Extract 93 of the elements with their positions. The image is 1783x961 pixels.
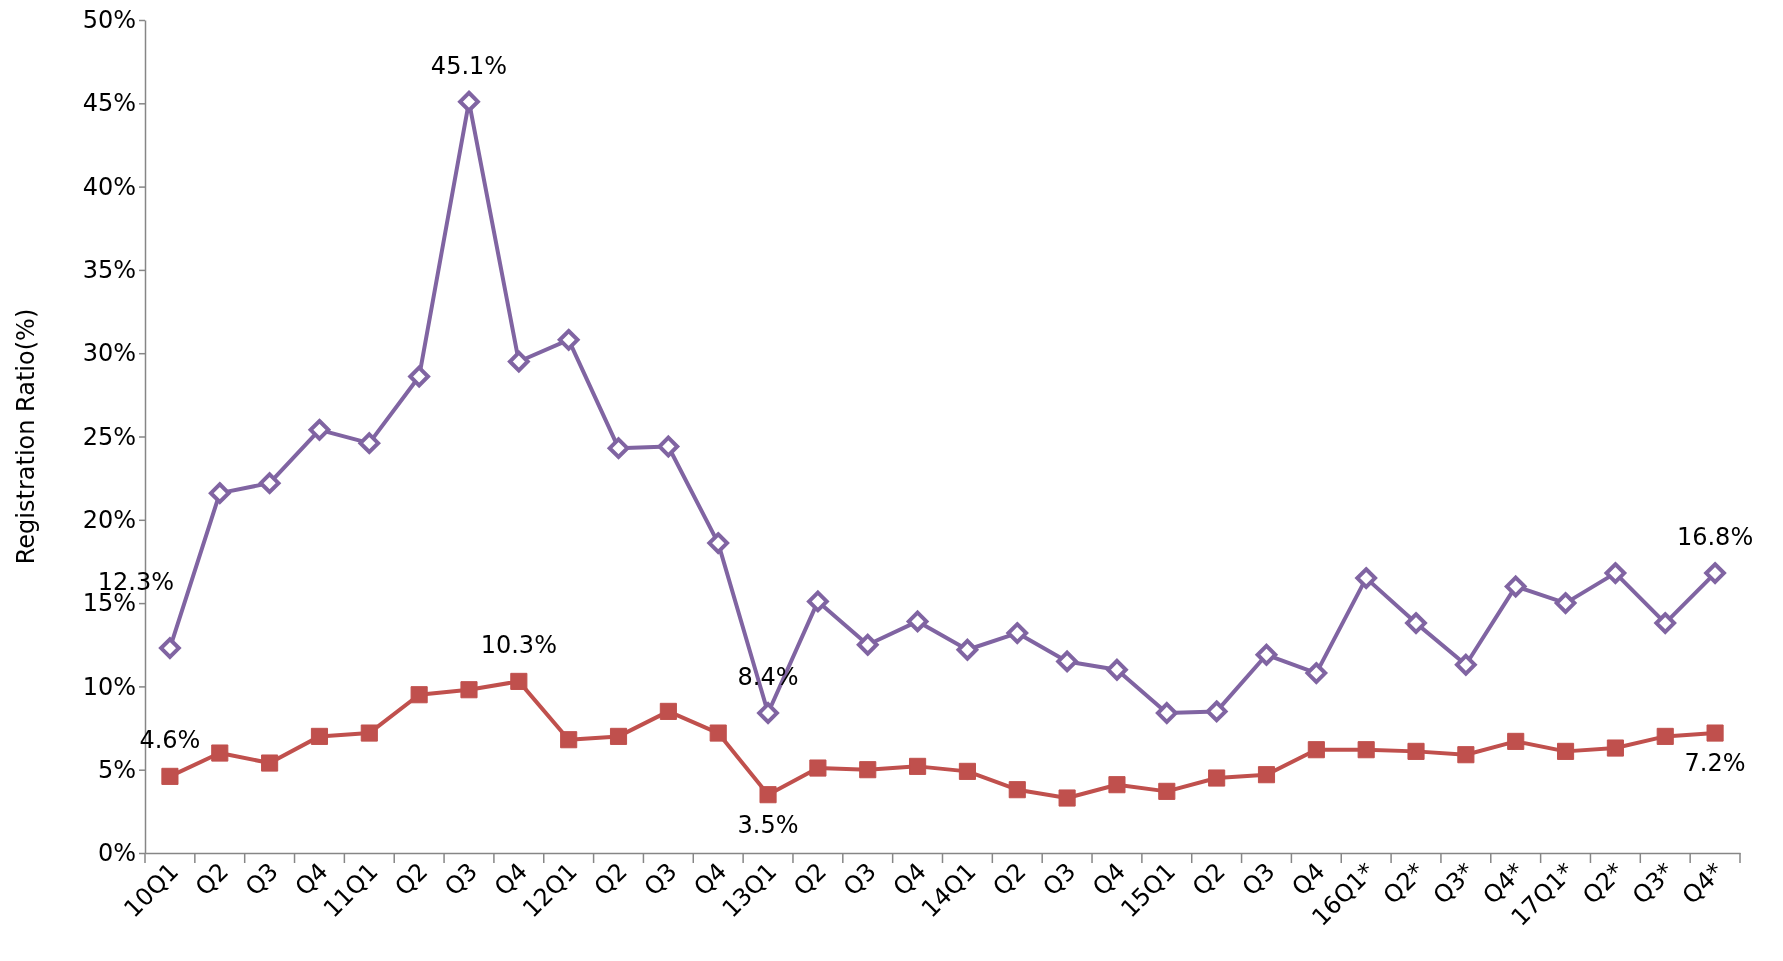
y-tick-label: 35%: [82, 256, 136, 285]
y-tick-label: 40%: [82, 172, 136, 201]
point: [1606, 739, 1624, 757]
x-tick-label: Q3: [1236, 857, 1281, 902]
point: [1108, 776, 1126, 794]
data-label: 4.6%: [139, 726, 201, 755]
point: [607, 437, 630, 460]
x-tick-label: Q2: [189, 857, 234, 902]
x-tick-label: Q3: [638, 857, 683, 902]
point: [1006, 622, 1029, 644]
point: [1008, 781, 1026, 799]
point: [1556, 742, 1575, 760]
point: [1205, 700, 1228, 723]
point: [458, 90, 480, 113]
point: [1706, 724, 1724, 742]
point: [358, 432, 381, 455]
data-label: 16.8%: [1676, 523, 1754, 552]
x-tick-label: Q2: [389, 857, 434, 902]
point: [956, 638, 979, 661]
point: [1106, 658, 1128, 681]
point: [1307, 741, 1325, 759]
data-label: 10.3%: [480, 631, 557, 660]
y-tick-label: 45%: [82, 89, 136, 118]
y-tick-label: 5%: [97, 755, 136, 784]
data-label: 45.1%: [430, 51, 508, 80]
point: [1407, 742, 1425, 760]
point: [659, 702, 677, 720]
point: [507, 350, 530, 373]
point: [856, 633, 879, 656]
point: [859, 761, 877, 779]
point: [1704, 562, 1726, 584]
y-tick-label: 50%: [82, 6, 136, 35]
point: [1455, 653, 1477, 676]
data-label: 7.2%: [1684, 749, 1746, 778]
point: [1457, 746, 1475, 764]
point: [1504, 575, 1527, 598]
y-axis-title: Registration Ratio(%): [12, 308, 40, 565]
point: [1656, 727, 1674, 745]
point: [159, 637, 181, 659]
point: [557, 329, 580, 351]
point: [759, 786, 777, 804]
point: [410, 686, 428, 704]
x-tick-label: Q3: [837, 857, 882, 902]
point: [1604, 562, 1627, 584]
point: [1257, 766, 1276, 784]
point: [1305, 662, 1328, 684]
point: [609, 727, 628, 745]
point: [460, 681, 478, 699]
point: [1255, 643, 1278, 666]
point: [211, 744, 229, 762]
x-tick-label: Q2: [788, 857, 833, 902]
point: [1355, 567, 1378, 589]
point: [408, 365, 430, 388]
point: [807, 590, 829, 613]
point: [809, 759, 827, 777]
point: [261, 754, 279, 772]
point: [1554, 592, 1577, 614]
x-tick-label: Q2: [987, 857, 1032, 902]
point: [161, 767, 179, 785]
point: [709, 724, 727, 742]
point: [1357, 741, 1375, 759]
point: [657, 435, 680, 458]
point: [909, 757, 927, 775]
x-tick-label: Q3: [1037, 857, 1082, 902]
x-tick-label: Q3: [239, 857, 284, 902]
x-tick-label: Q3: [439, 857, 484, 902]
point: [1654, 612, 1677, 634]
y-tick-label: 0%: [97, 839, 136, 868]
x-tick-label: Q2: [588, 857, 633, 902]
x-tick-label: Q2: [1186, 857, 1231, 902]
y-tick-label: 20%: [82, 505, 136, 534]
point: [560, 731, 578, 749]
y-tick-label: 25%: [82, 422, 136, 451]
point: [308, 418, 331, 441]
data-label: 3.5%: [737, 810, 799, 839]
point: [906, 610, 929, 633]
point: [258, 472, 281, 495]
point: [707, 532, 730, 554]
point: [1405, 612, 1427, 634]
point: [510, 672, 528, 690]
point: [1507, 732, 1525, 750]
point: [360, 724, 378, 742]
point: [757, 702, 779, 724]
point: [1208, 769, 1226, 787]
y-tick-label: 30%: [82, 339, 136, 368]
point: [1056, 650, 1078, 673]
y-tick-label: 10%: [82, 672, 136, 701]
point: [958, 762, 976, 780]
point: [1158, 782, 1176, 800]
point: [208, 482, 231, 504]
point: [1058, 789, 1076, 807]
point: [1155, 702, 1178, 724]
point: [310, 727, 329, 745]
